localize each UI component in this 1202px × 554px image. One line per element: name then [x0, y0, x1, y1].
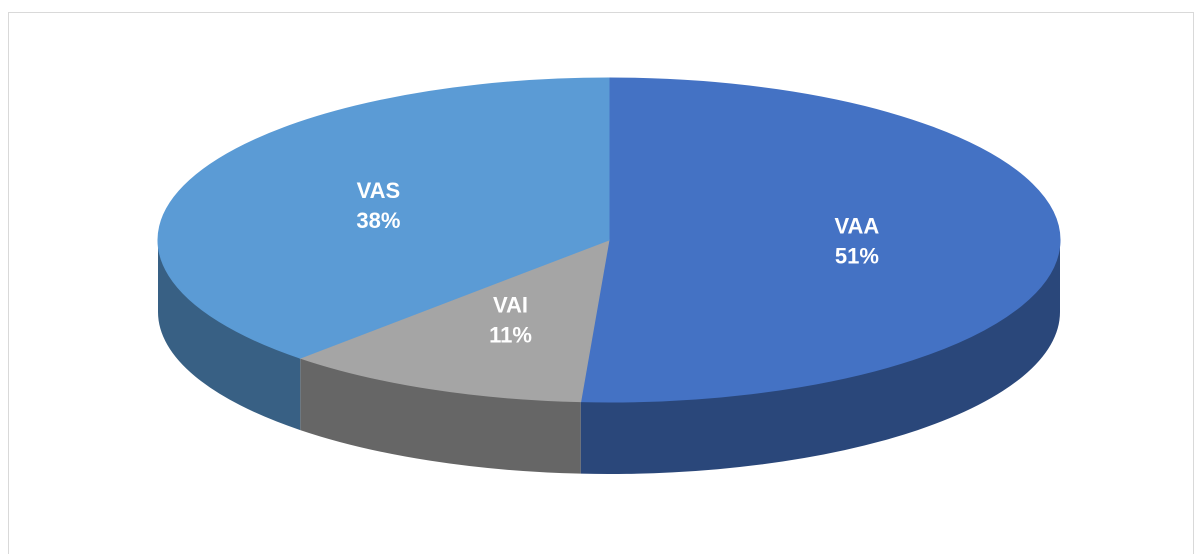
slice-value-label: 11% — [489, 323, 532, 348]
slice — [298, 239, 610, 403]
slice-side — [300, 358, 581, 474]
slice-label: VAA — [835, 214, 880, 239]
slice-side — [158, 240, 301, 431]
slice — [580, 77, 1061, 403]
slice-label: VAS — [357, 178, 401, 203]
slice-side — [580, 240, 1060, 474]
slice-label: VAI — [493, 293, 528, 318]
slice — [157, 77, 610, 359]
slice-value-label: 51% — [835, 244, 879, 269]
slice-value-label: 38% — [356, 208, 400, 233]
